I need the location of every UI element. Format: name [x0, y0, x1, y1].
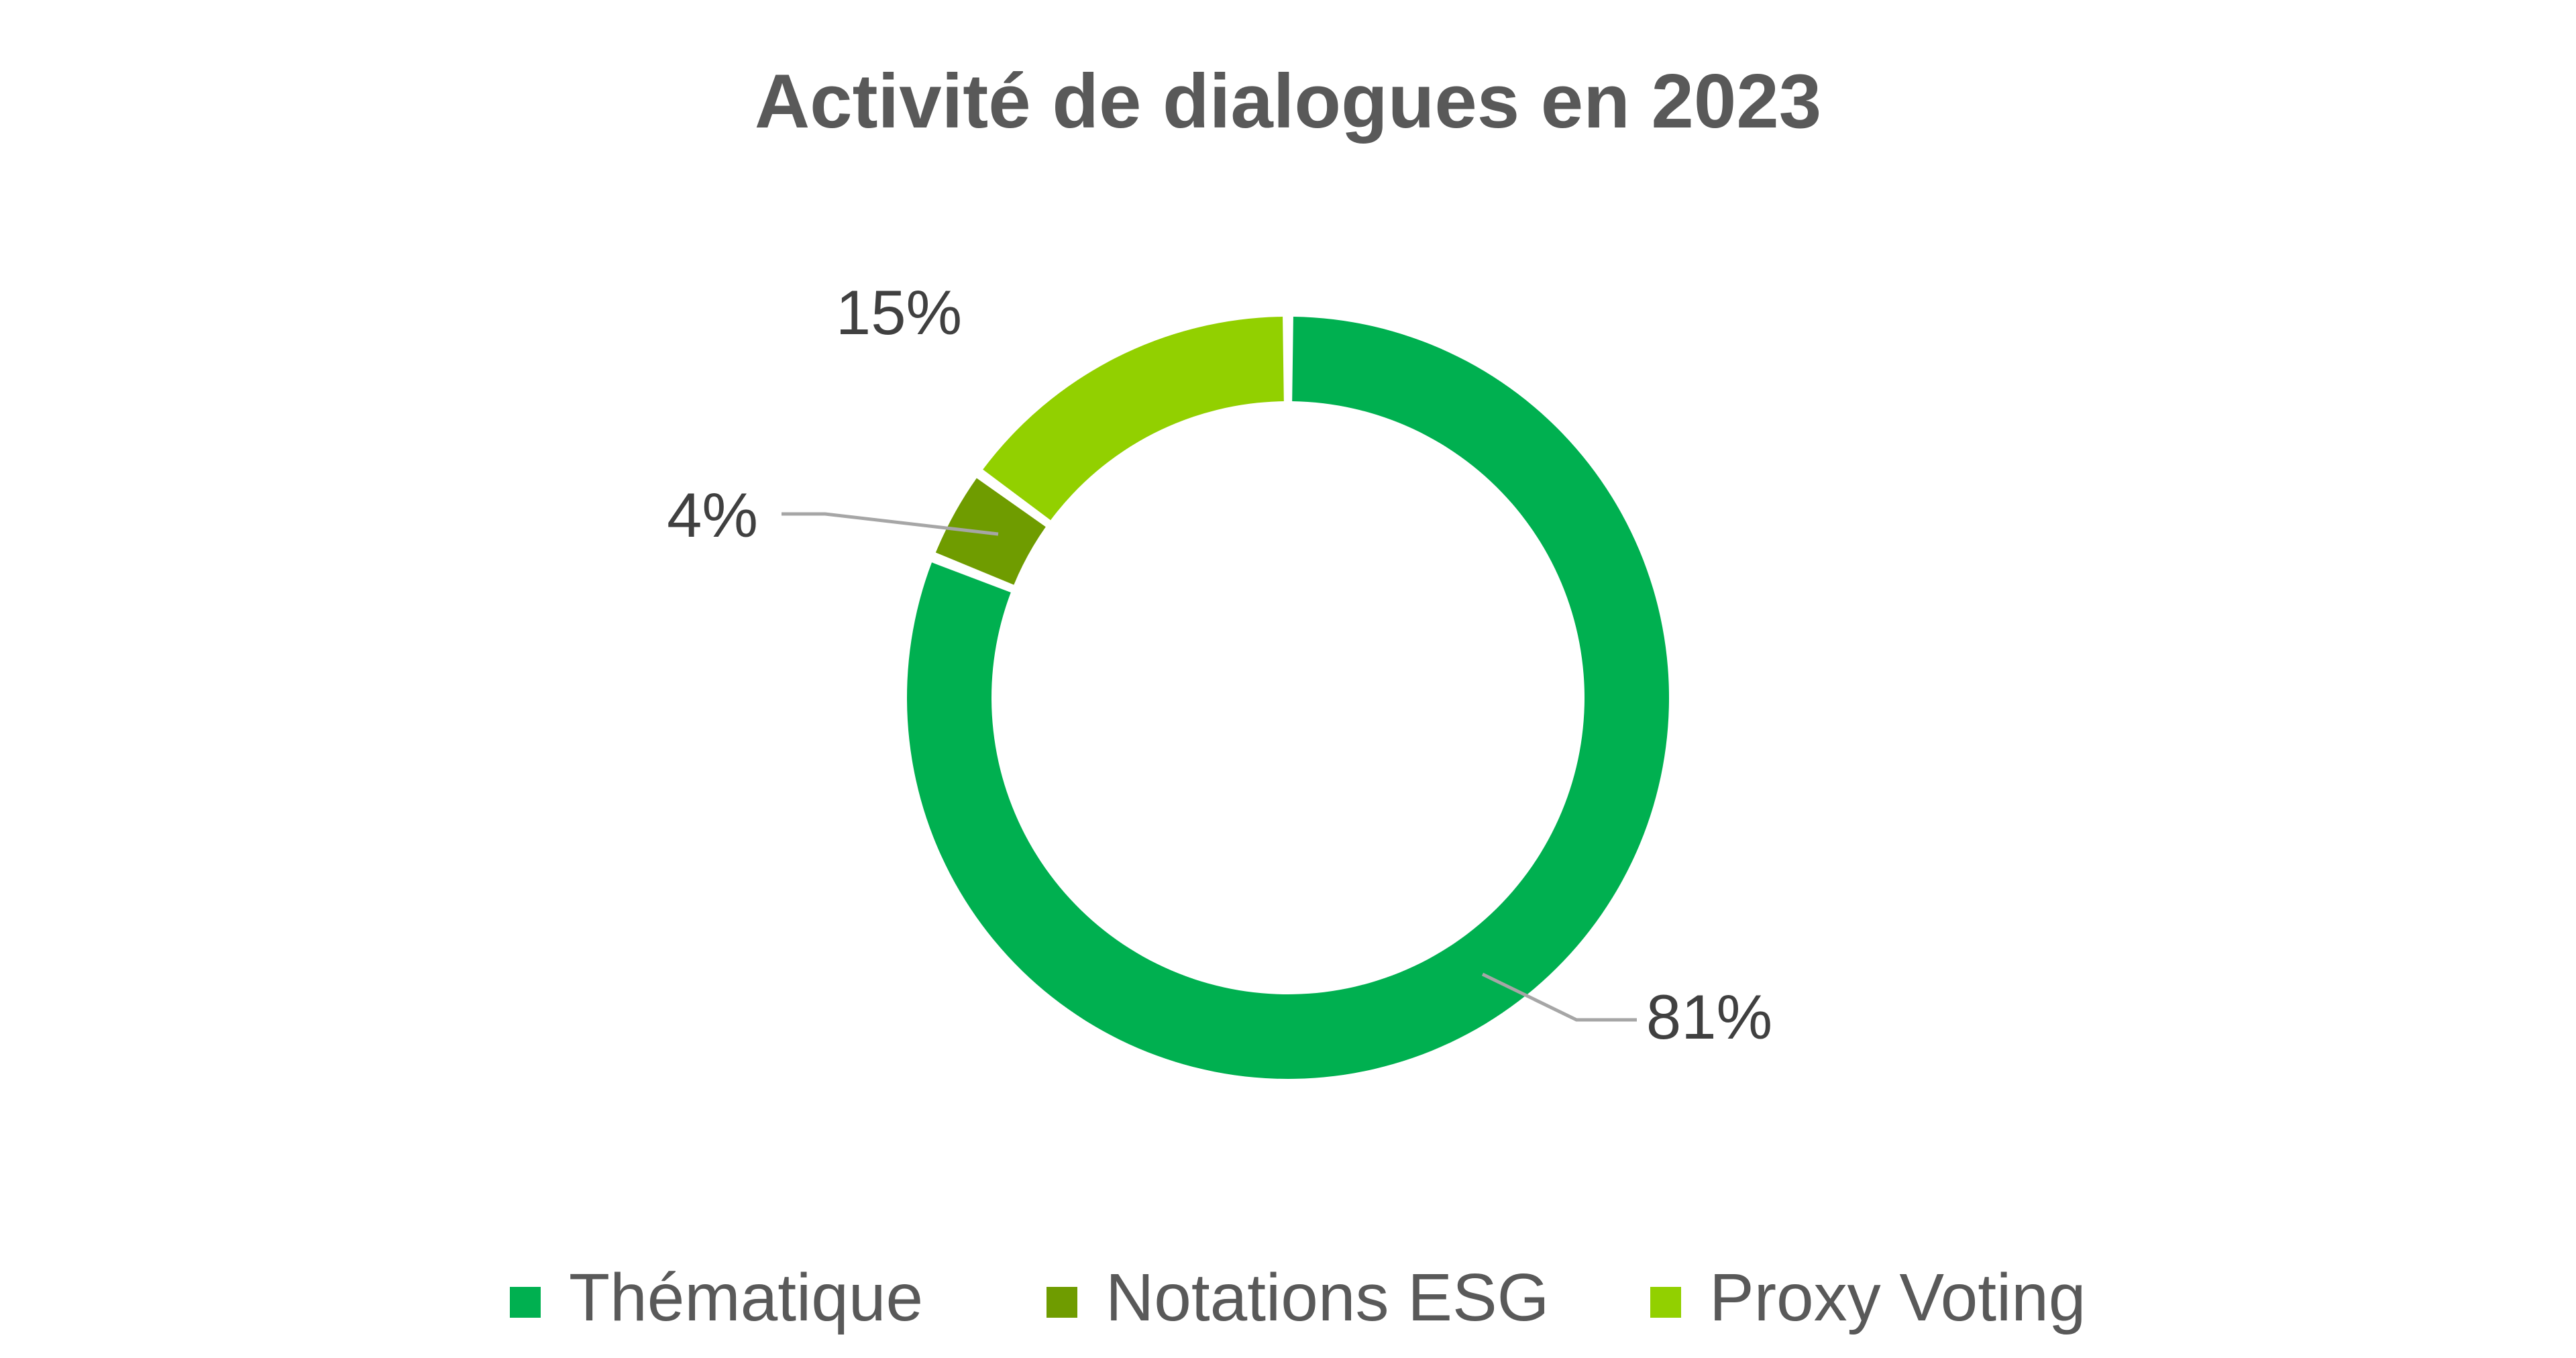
slice-notations-esg: [935, 478, 1046, 585]
data-label: 15%: [836, 277, 962, 348]
slice-proxy-voting: [983, 317, 1284, 521]
legend-label: Notations ESG: [1106, 1260, 1549, 1335]
data-label: 4%: [667, 480, 758, 550]
legend-label: Thématique: [569, 1260, 923, 1335]
data-label: 81%: [1646, 982, 1772, 1052]
legend-item: Thématique: [510, 1260, 923, 1335]
leader-line: [782, 512, 999, 536]
legend-label: Proxy Voting: [1709, 1260, 2086, 1335]
data-labels-group: 81% 4% 15%: [667, 277, 1772, 1052]
chart-title: Activité de dialogues en 2023: [755, 59, 1821, 144]
legend-item: Proxy Voting: [1650, 1260, 2086, 1335]
legend-swatch: [510, 1287, 541, 1318]
legend-swatch: [1046, 1287, 1077, 1318]
slices-group: [907, 317, 1669, 1079]
legend-swatch: [1650, 1287, 1681, 1318]
legend: Thématique Notations ESG Proxy Voting: [510, 1260, 2086, 1335]
leader-line: [1481, 972, 1637, 1022]
leader-lines-group: [782, 512, 1637, 1022]
legend-item: Notations ESG: [1046, 1260, 1549, 1335]
